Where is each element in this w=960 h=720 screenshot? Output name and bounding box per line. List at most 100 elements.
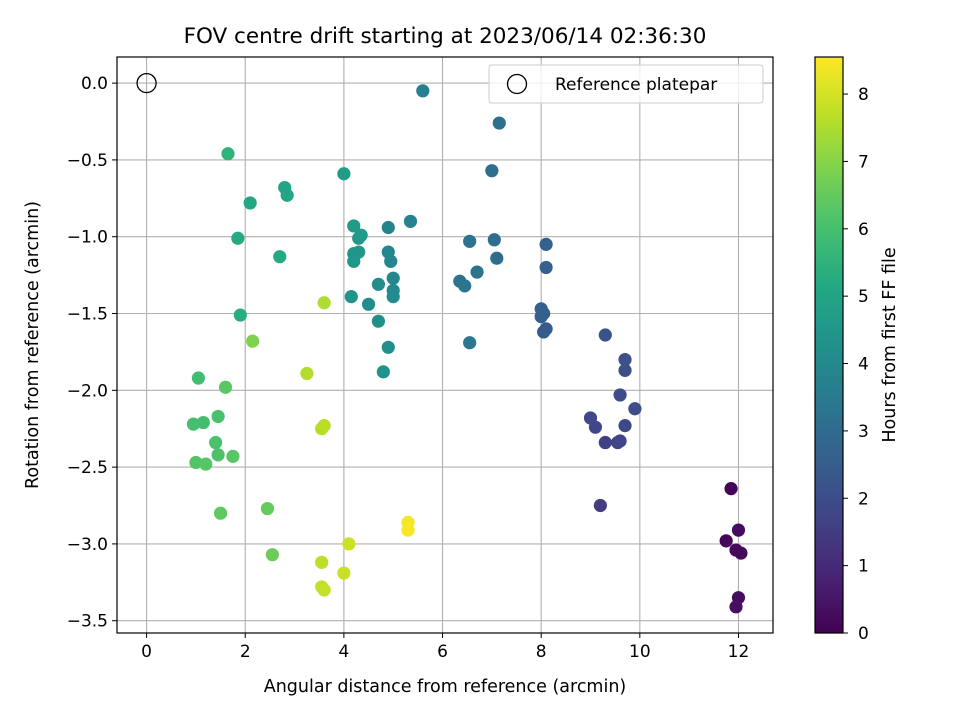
scatter-point [280, 188, 294, 202]
colorbar-gradient [815, 57, 843, 633]
scatter-point [539, 237, 553, 251]
scatter-point [539, 260, 553, 275]
scatter-point [719, 534, 733, 548]
legend-label: Reference platepar [555, 75, 717, 95]
scatter-point [209, 435, 223, 450]
scatter-point [613, 388, 627, 402]
scatter-point [485, 164, 499, 178]
y-tick-label: −2.0 [67, 381, 108, 401]
scatter-points [186, 84, 748, 614]
scatter-point [199, 457, 213, 471]
scatter-point [243, 196, 257, 210]
scatter-point [458, 279, 472, 293]
colorbar-ticks: 0 1 2 3 4 5 6 7 8 [843, 85, 869, 644]
scatter-point [487, 233, 501, 247]
scatter-point [317, 583, 331, 597]
scatter-point [463, 336, 477, 350]
scatter-point [344, 290, 358, 304]
scatter-point [213, 506, 228, 520]
scatter-point [211, 448, 225, 462]
y-tick-label: −1.0 [67, 228, 108, 248]
legend-box [488, 64, 764, 104]
scatter-point [218, 380, 233, 394]
scatter-point [490, 251, 504, 265]
scatter-point [233, 308, 247, 322]
scatter-point [618, 419, 632, 433]
scatter-point [463, 234, 477, 248]
scatter-point [317, 296, 331, 310]
scatter-point [376, 365, 390, 379]
scatter-point [300, 366, 314, 381]
chart-title: FOV centre drift starting at 2023/06/14 … [184, 24, 707, 49]
colorbar-tick-label: 1 [858, 557, 869, 577]
colorbar-tick-label: 5 [858, 287, 869, 307]
scatter-point [337, 566, 351, 580]
reference-platepar-point [136, 72, 157, 94]
scatter-point [315, 555, 329, 569]
x-tick-label: 6 [437, 642, 448, 662]
colorbar-tick-label: 3 [858, 422, 869, 442]
scatter-point [273, 250, 287, 264]
scatter-point [384, 254, 398, 268]
scatter-point [337, 167, 351, 181]
scatter-point [618, 363, 632, 377]
scatter-point [593, 498, 607, 513]
y-tick-label: −0.5 [67, 151, 108, 171]
colorbar-tick-label: 4 [858, 355, 869, 375]
scatter-point [724, 482, 738, 496]
scatter-point [231, 231, 245, 245]
scatter-point [470, 265, 484, 279]
scatter-point [186, 417, 201, 431]
scatter-point [492, 116, 506, 130]
scatter-point [416, 84, 430, 98]
scatter-point [583, 411, 598, 425]
scatter-point [246, 334, 260, 348]
scatter-point [226, 449, 240, 463]
legend-marker-icon [506, 73, 528, 95]
scatter-point [189, 455, 203, 470]
y-tick-label: −2.5 [67, 458, 108, 478]
x-tick-label: 8 [536, 642, 547, 662]
scatter-point [598, 435, 612, 450]
x-tick-label: 12 [728, 642, 750, 662]
x-tick-label: 0 [141, 642, 152, 662]
colorbar-tick-label: 2 [858, 489, 869, 509]
scatter-point [537, 306, 551, 321]
scatter-point [371, 314, 386, 328]
plot-frame [116, 56, 774, 634]
colorbar-tick-label: 7 [858, 152, 869, 172]
scatter-point [618, 352, 632, 367]
scatter-point [381, 340, 395, 354]
grid-lines [117, 57, 773, 633]
x-tick-label: 10 [629, 642, 651, 662]
scatter-point [196, 415, 210, 430]
scatter-point [354, 228, 368, 242]
scatter-point [731, 523, 746, 537]
colorbar-tick-label: 8 [858, 85, 869, 105]
colorbar-label: Hours from first FF file [880, 247, 900, 442]
scatter-point [342, 537, 356, 551]
scatter-point [537, 325, 551, 339]
y-tick-label: 0.0 [81, 74, 108, 94]
legend: Reference platepar [488, 64, 764, 104]
x-axis-ticks: 0 2 4 6 8 10 12 [141, 633, 749, 662]
reference-marker [136, 72, 157, 94]
y-axis-label: Rotation from reference (arcmin) [23, 201, 43, 489]
colorbar-tick-label: 6 [858, 220, 869, 240]
scatter-point [729, 600, 743, 614]
scatter-point [386, 271, 400, 285]
scatter-point [265, 548, 279, 562]
scatter-point [381, 220, 395, 235]
colorbar-tick-label: 0 [858, 624, 869, 644]
scatter-point [598, 328, 612, 342]
scatter-point [734, 546, 748, 560]
x-tick-label: 2 [240, 642, 251, 662]
y-tick-label: −3.5 [67, 612, 108, 632]
scatter-point [371, 277, 386, 291]
scatter-point [613, 434, 627, 448]
scatter-point [221, 147, 235, 161]
scatter-point [347, 219, 361, 233]
scatter-point [401, 523, 415, 537]
scatter-point [352, 245, 366, 259]
